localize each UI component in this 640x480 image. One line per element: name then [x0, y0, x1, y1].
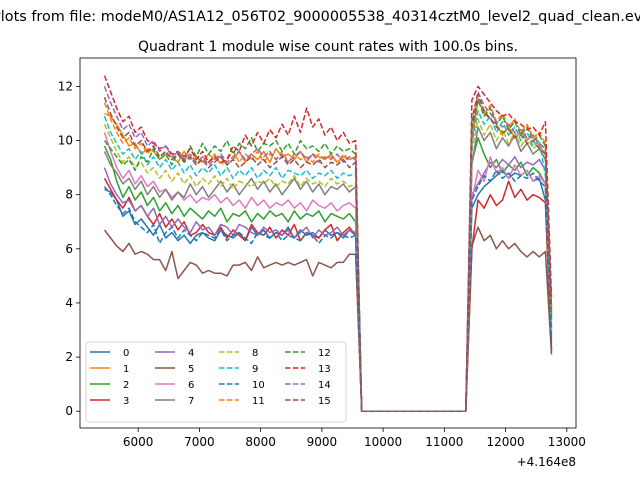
- x-offset-label: +4.164e8: [517, 455, 576, 469]
- legend-label-9: 9: [252, 364, 258, 375]
- legend-label-2: 2: [123, 380, 129, 391]
- series-line-2: [103, 137, 553, 412]
- legend-label-11: 11: [252, 396, 265, 407]
- series-line-4: [103, 156, 553, 412]
- x-tick-label: 8000: [245, 435, 276, 449]
- legend-label-1: 1: [123, 364, 129, 375]
- legend-label-14: 14: [318, 380, 331, 391]
- x-tick-label: 13000: [548, 435, 586, 449]
- legend-label-8: 8: [252, 348, 258, 359]
- x-tick-label: 11000: [425, 435, 463, 449]
- series-line-0: [104, 169, 553, 412]
- y-axis: 0 2 4 6 8 10 12: [58, 79, 80, 418]
- y-tick-label: 2: [65, 350, 73, 364]
- series-line-8: [103, 118, 553, 412]
- chart-title: Quadrant 1 module wise count rates with …: [138, 39, 518, 55]
- y-tick-label: 0: [65, 404, 73, 418]
- legend-label-10: 10: [252, 380, 265, 391]
- y-tick-label: 6: [65, 242, 73, 256]
- legend-label-15: 15: [318, 396, 331, 407]
- legend-label-12: 12: [318, 348, 331, 359]
- y-tick-label: 10: [58, 134, 73, 148]
- y-tick-label: 12: [58, 79, 73, 93]
- legend-label-4: 4: [188, 348, 194, 359]
- legend-label-5: 5: [188, 364, 194, 375]
- legend-label-3: 3: [123, 396, 129, 407]
- x-tick-label: 6000: [123, 435, 154, 449]
- axes-border: [79, 57, 577, 429]
- series-line-10: [103, 169, 553, 412]
- y-tick-label: 4: [65, 296, 73, 310]
- series-layer: [103, 75, 553, 412]
- x-tick-label: 10000: [364, 435, 402, 449]
- legend-label-6: 6: [188, 380, 194, 391]
- x-tick-label: 7000: [184, 435, 215, 449]
- x-tick-label: 12000: [486, 435, 524, 449]
- legend-frame: [85, 341, 347, 423]
- x-tick-label: 9000: [307, 435, 338, 449]
- y-tick-label: 8: [65, 188, 73, 202]
- legend-label-0: 0: [123, 348, 129, 359]
- series-line-7: [103, 126, 553, 412]
- figure-suptitle: Plots from file: modeM0/AS1A12_056T02_90…: [0, 9, 640, 25]
- series-line-9: [103, 110, 553, 412]
- series-line-3: [103, 178, 553, 412]
- x-axis: 6000 7000 8000 9000 10000 11000 12000 13000: [123, 428, 586, 449]
- series-line-5: [103, 226, 553, 412]
- series-line-15: [103, 93, 553, 412]
- legend-label-13: 13: [318, 364, 331, 375]
- legend-label-7: 7: [188, 396, 194, 407]
